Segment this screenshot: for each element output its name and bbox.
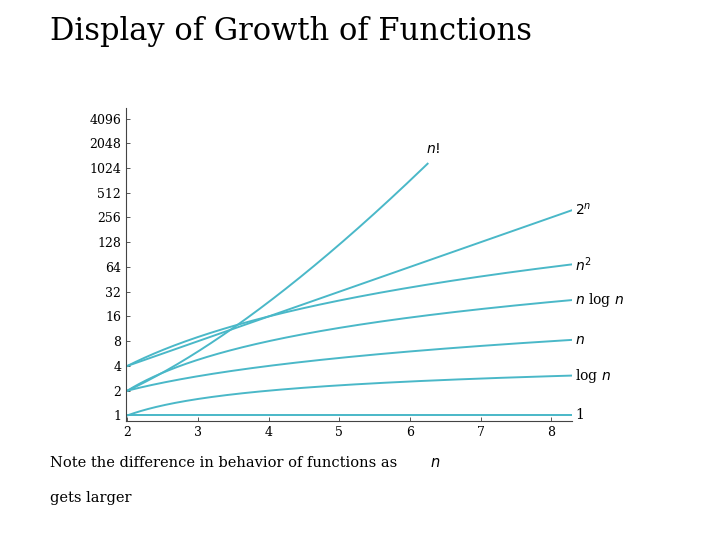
Text: Display of Growth of Functions: Display of Growth of Functions bbox=[50, 16, 532, 47]
Text: gets larger: gets larger bbox=[50, 491, 132, 505]
Text: $n!$: $n!$ bbox=[426, 142, 441, 156]
Text: 1: 1 bbox=[575, 408, 584, 422]
Text: $n$: $n$ bbox=[430, 456, 440, 470]
Text: $n$ log $n$: $n$ log $n$ bbox=[575, 291, 624, 309]
Text: $2^n$: $2^n$ bbox=[575, 202, 592, 218]
Text: Note the difference in behavior of functions as: Note the difference in behavior of funct… bbox=[50, 456, 402, 470]
Text: $n$: $n$ bbox=[575, 333, 585, 347]
Text: $n^2$: $n^2$ bbox=[575, 255, 592, 274]
Text: log $n$: log $n$ bbox=[575, 367, 611, 384]
